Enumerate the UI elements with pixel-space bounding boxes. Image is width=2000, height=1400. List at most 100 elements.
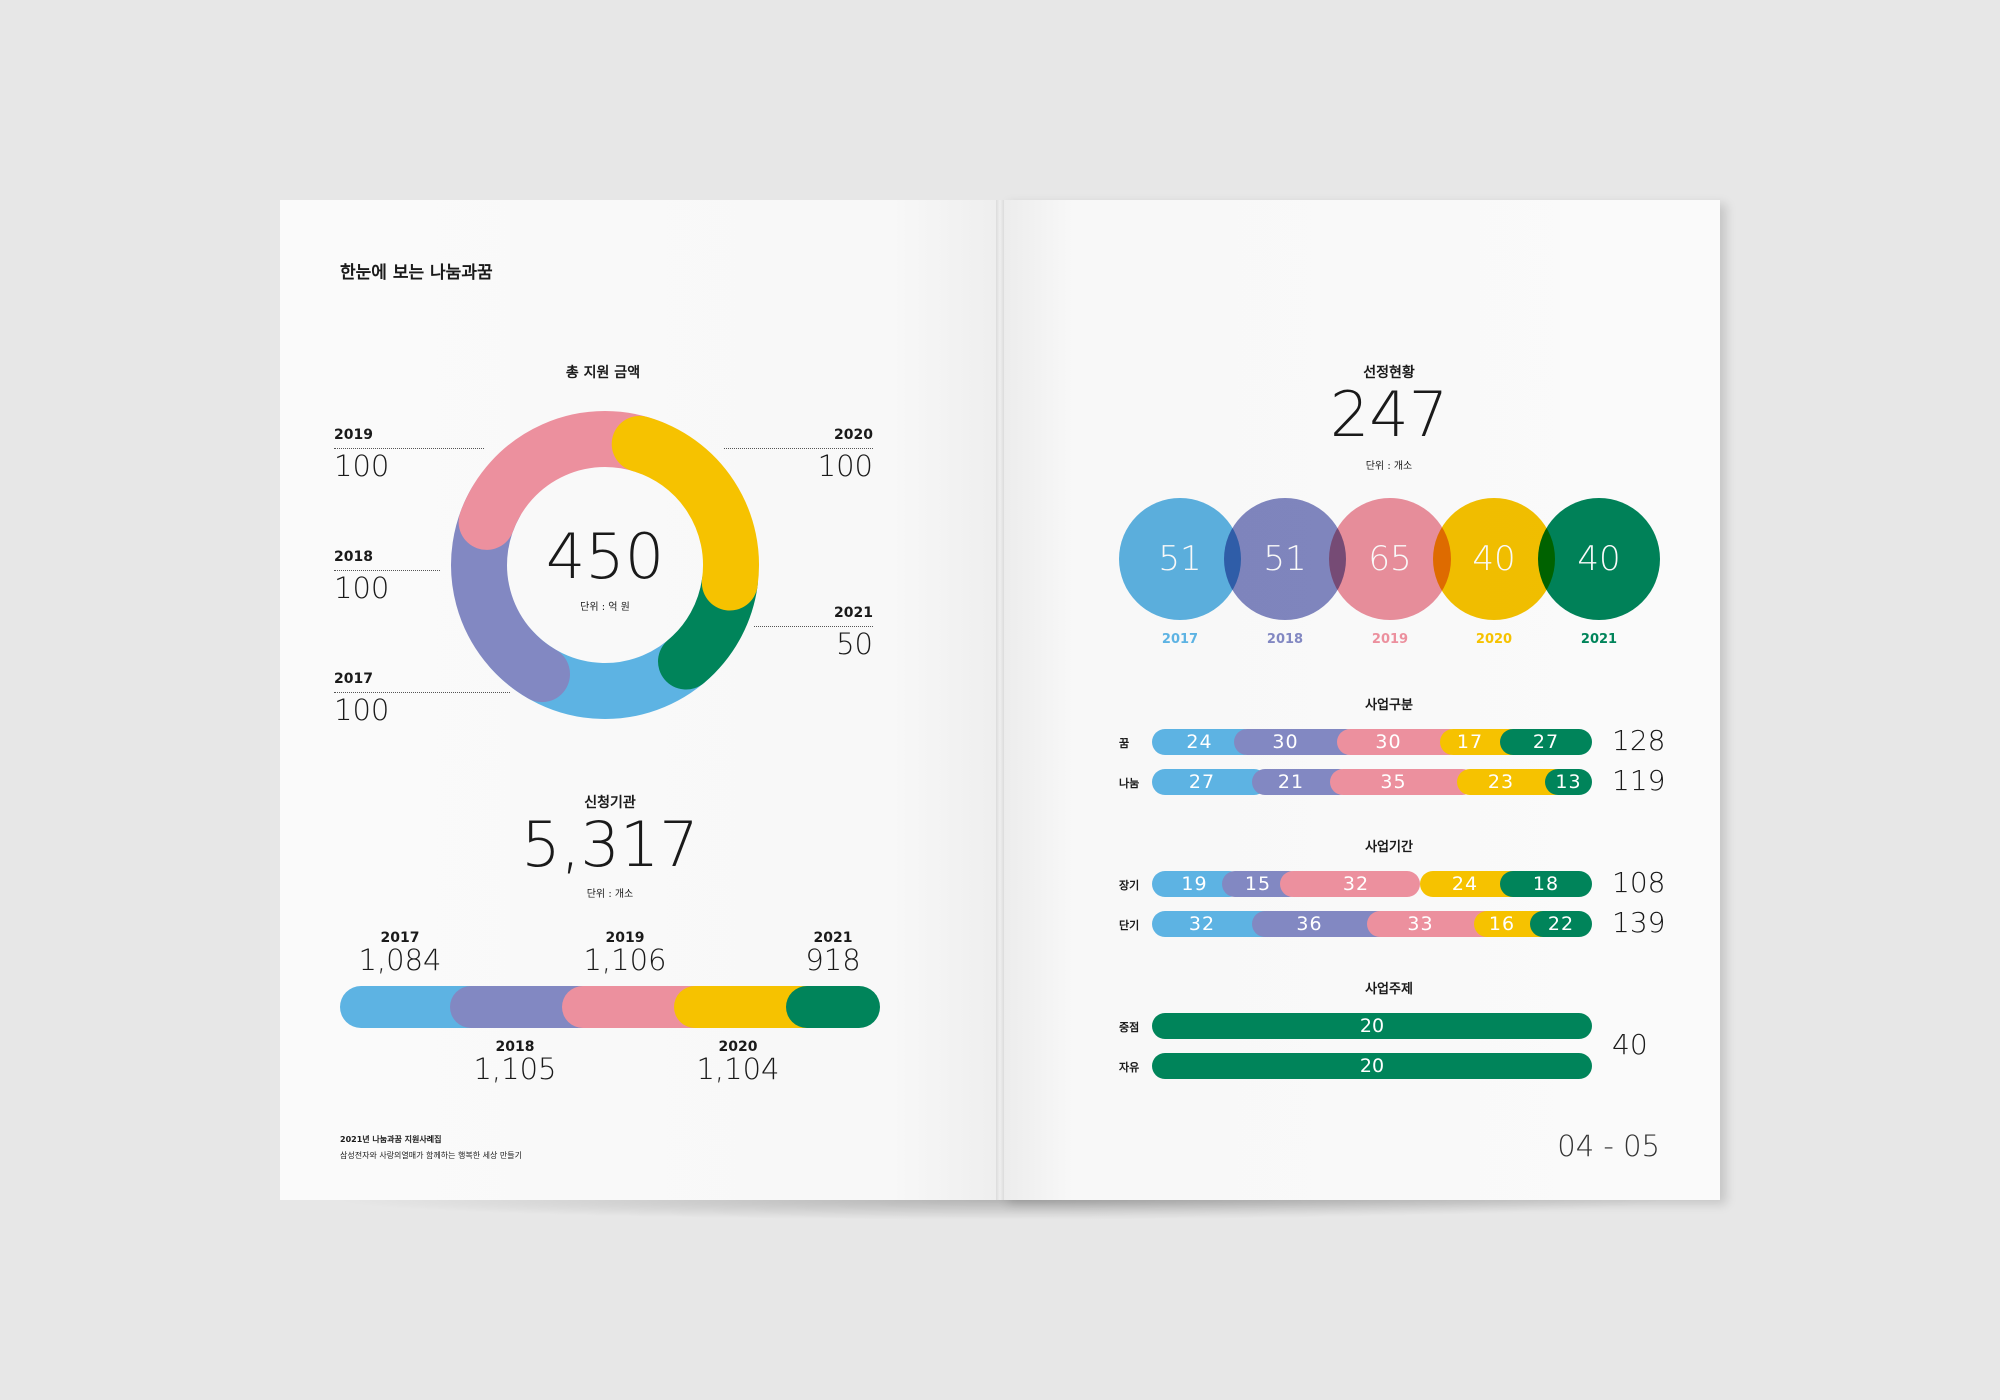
bar-segment [1545, 769, 1592, 795]
bar-value: 35 [1380, 771, 1407, 793]
bar-value: 24 [1186, 731, 1213, 753]
applicants-year-2021: 2021 [813, 930, 853, 946]
bar-value: 21 [1277, 771, 1305, 793]
page-header: 한눈에 보는 나눔과꿈 [340, 263, 493, 283]
applicants-value-2019: 1,106 [583, 943, 667, 977]
applicants-year-2019: 2019 [605, 930, 645, 946]
support-year-2018: 2018 [334, 549, 373, 565]
bar-value: 19 [1181, 873, 1208, 895]
leader-line [334, 692, 510, 693]
business-period-bar-long: 19 15 32 24 18 [1152, 871, 1592, 897]
bar-segment [1330, 769, 1475, 795]
business-period-label-short: 단기 [1119, 919, 1140, 932]
support-value-2018: 100 [334, 571, 390, 605]
bar-value: 22 [1547, 913, 1575, 935]
support-value-2020: 100 [817, 449, 873, 483]
bar-value: 27 [1532, 731, 1560, 753]
selection-value-2021: 40 [1577, 539, 1621, 579]
bar-value: 24 [1451, 873, 1479, 895]
bar-value: 15 [1244, 873, 1272, 895]
selection-year-2017: 2017 [1161, 632, 1199, 647]
business-period-title: 사업기간 [1365, 840, 1413, 855]
business-theme-label-focus: 중점 [1119, 1021, 1140, 1034]
support-donut [451, 411, 760, 719]
donut-segment-2020 [611, 415, 760, 611]
applicants-value-2017: 1,084 [358, 943, 442, 977]
bar-value: 27 [1188, 771, 1216, 793]
selection-circle-2017: 51 [1119, 498, 1241, 620]
bar-value: 36 [1296, 913, 1323, 935]
bar-segment [1280, 871, 1420, 897]
bar-value: 30 [1272, 731, 1299, 753]
business-period-total-long: 108 [1612, 866, 1666, 899]
applicants-value-2020: 1,104 [696, 1052, 780, 1086]
applicants-value-2021: 918 [805, 943, 861, 977]
selection-circle-2019: 65 [1329, 498, 1451, 620]
applicants-year-2017: 2017 [380, 930, 420, 946]
business-period-total-short: 139 [1612, 906, 1666, 939]
business-type-bar-dream: 24 30 30 17 27 [1152, 729, 1592, 755]
leader-line [334, 448, 484, 449]
selection-year-2021: 2021 [1580, 632, 1618, 647]
bar-value: 20 [1359, 1015, 1385, 1037]
bar-value: 20 [1359, 1055, 1385, 1077]
selection-title: 선정현황 [1363, 365, 1415, 381]
business-type-total-dream: 128 [1612, 724, 1666, 757]
leader-line [334, 570, 440, 571]
selection-year-2019: 2019 [1371, 632, 1409, 647]
selection-total: 247 [1329, 378, 1449, 451]
business-theme-title: 사업주제 [1365, 982, 1413, 997]
bar-value: 30 [1375, 731, 1402, 753]
bar-value: 32 [1188, 913, 1216, 935]
support-year-2021: 2021 [834, 605, 873, 621]
bar-segment [1530, 911, 1592, 937]
applicants-segment-2021 [786, 986, 880, 1028]
applicants-total: 5,317 [521, 808, 699, 881]
business-theme-bar-focus: 20 [1152, 1013, 1592, 1039]
selection-value-2019: 65 [1368, 539, 1412, 579]
support-unit: 단위 : 억 원 [580, 602, 630, 613]
leader-line [754, 626, 873, 627]
selection-year-2018: 2018 [1266, 632, 1304, 647]
business-theme-total: 40 [1612, 1028, 1648, 1061]
applicants-year-2018: 2018 [495, 1039, 535, 1055]
bar-value: 16 [1488, 913, 1516, 935]
bar-value: 13 [1555, 771, 1582, 793]
bar-value: 23 [1487, 771, 1515, 793]
support-year-2017: 2017 [334, 671, 373, 687]
applicants-bar [340, 986, 880, 1028]
applicants-year-2020: 2020 [718, 1039, 758, 1055]
support-value-2017: 100 [334, 693, 390, 727]
bar-value: 17 [1456, 731, 1484, 753]
business-type-label-dream: 꿈 [1119, 737, 1130, 750]
applicants-value-2018: 1,105 [473, 1052, 557, 1086]
selection-value-2017: 51 [1158, 539, 1202, 579]
support-value-2019: 100 [334, 449, 390, 483]
applicants-unit: 단위 : 개소 [586, 889, 634, 900]
selection-value-2020: 40 [1472, 539, 1516, 579]
bar-value: 32 [1342, 873, 1370, 895]
business-type-label-share: 나눔 [1119, 777, 1140, 790]
business-theme-label-free: 자유 [1119, 1061, 1140, 1074]
bar-segment [1152, 769, 1267, 795]
selection-circle-2018: 51 [1224, 498, 1346, 620]
business-type-title: 사업구분 [1365, 698, 1413, 713]
selection-year-2020: 2020 [1475, 632, 1513, 647]
selection-unit: 단위 : 개소 [1365, 461, 1413, 472]
bar-segment [1500, 729, 1592, 755]
book-spine [996, 200, 1004, 1200]
support-value-2021: 50 [836, 627, 873, 661]
page-number: 04 - 05 [1557, 1129, 1660, 1163]
support-total: 450 [545, 520, 665, 593]
business-period-label-long: 장기 [1119, 879, 1140, 892]
business-type-bar-share: 27 21 35 23 13 [1152, 769, 1592, 795]
bar-value: 18 [1532, 873, 1560, 895]
selection-circle-2021: 40 [1538, 498, 1660, 620]
footer-line-1: 2021년 나눔과꿈 지원사례집 [340, 1135, 442, 1144]
selection-value-2018: 51 [1263, 539, 1307, 579]
business-type-total-share: 119 [1612, 764, 1666, 797]
footer-line-2: 삼성전자와 사랑의열매가 함께하는 행복한 세상 만들기 [340, 1151, 522, 1160]
support-title: 총 지원 금액 [565, 365, 641, 381]
selection-circle-2020: 40 [1433, 498, 1555, 620]
leader-line [724, 448, 873, 449]
